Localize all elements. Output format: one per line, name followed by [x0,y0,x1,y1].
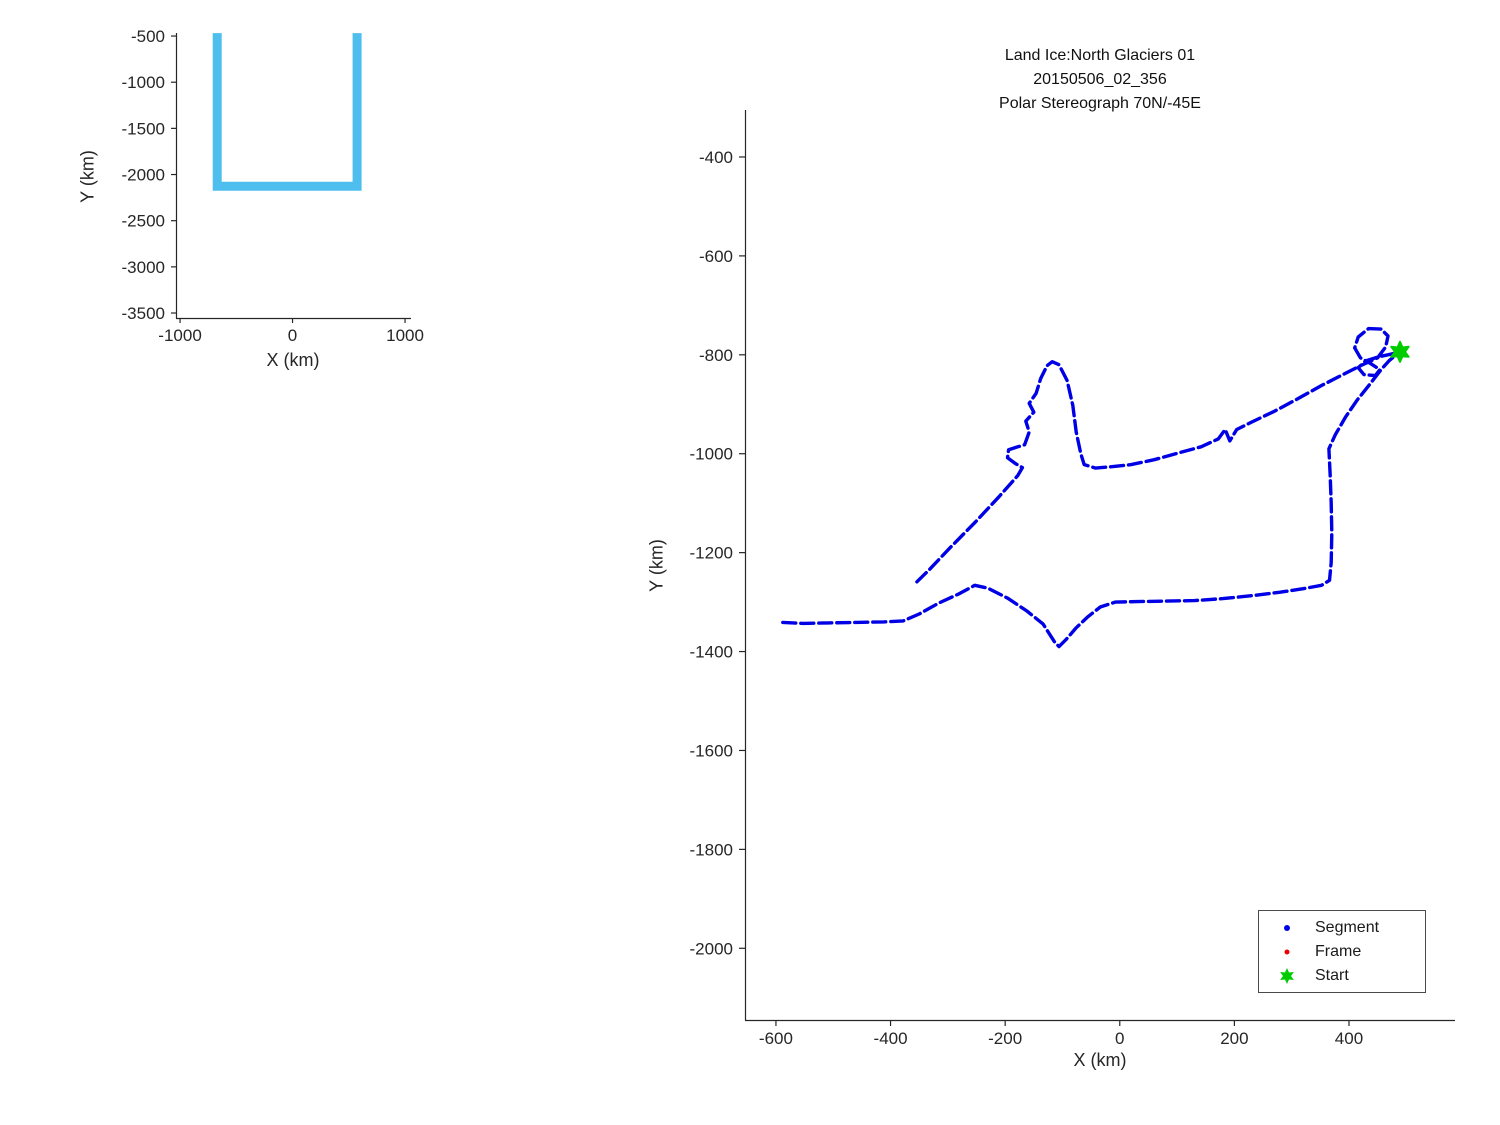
y-tick-label: -600 [699,247,733,266]
legend-item-frame: Frame [1259,940,1425,964]
legend-item-segment: Segment [1259,916,1425,940]
segment-track-upper [915,326,1401,584]
segment-dot-icon [1284,925,1290,931]
y-tick-label: -1800 [690,840,733,859]
frame-dot [1284,949,1290,955]
legend-box: Segment Frame Start [1258,910,1426,993]
y-tick-label: -1600 [690,741,733,760]
overview-plot: -1000 0 1000 -500 -1000 -1500 -2000 -2500 -3000 -… [122,27,424,345]
title-line-3: Polar Stereograph 70N/-45E [999,95,1201,112]
x-tick-label: 200 [1220,1029,1248,1048]
start-marker-icon [1259,966,1315,986]
y-tick-label: -500 [131,27,165,46]
title-line-1: Land Ice:North Glaciers 01 [1004,47,1196,64]
x-tick-label: 0 [288,326,297,345]
segment-marker-icon [1259,918,1315,938]
frame-dot-icon [1284,949,1290,955]
y-tick-label: -2000 [122,166,165,185]
x-tick-label: 0 [1115,1029,1124,1048]
segment-dot [1284,925,1290,931]
overview-ground-track [212,33,362,191]
flight-ylabel: Y (km) [646,539,667,592]
start-star-icon [1280,968,1294,984]
x-tick-label: 400 [1335,1029,1363,1048]
frame-marker-icon [1259,942,1315,962]
start-marker [1390,340,1410,363]
y-tick-label: -3000 [122,258,165,277]
x-tick-label: 1000 [386,326,424,345]
flight-plot-title: Land Ice:North Glaciers 01 20150506_02_3… [745,44,1455,116]
flight-xlabel: X (km) [1073,1050,1127,1070]
overview-xlabel: X (km) [266,350,320,370]
y-tick-label: -1200 [690,544,733,563]
legend-label-segment: Segment [1315,919,1380,936]
x-tick-label: -400 [874,1029,908,1048]
y-tick-label: -2500 [122,212,165,231]
y-tick-label: -400 [699,148,733,167]
legend-item-start: Start [1259,964,1425,988]
y-tick-label: -3500 [122,304,165,323]
legend-label-frame: Frame [1315,943,1362,960]
start-star [1280,968,1294,984]
segment-track-lower [781,353,1398,649]
legend-label-start: Start [1315,967,1349,984]
y-tick-label: -2000 [690,939,733,958]
x-tick-label: -200 [988,1029,1022,1048]
y-tick-label: -1000 [122,73,165,92]
x-tick-label: -1000 [158,326,201,345]
x-tick-label: -600 [759,1029,793,1048]
y-tick-label: -1400 [690,643,733,662]
title-line-2: 20150506_02_356 [1033,71,1167,88]
y-tick-label: -1000 [690,445,733,464]
y-tick-label: -800 [699,346,733,365]
y-tick-label: -1500 [122,119,165,138]
flight-plot: -600 -400 -200 0 200 400-400-600-800-1000-120… [690,110,1455,1048]
overview-ylabel: Y (km) [77,150,98,203]
